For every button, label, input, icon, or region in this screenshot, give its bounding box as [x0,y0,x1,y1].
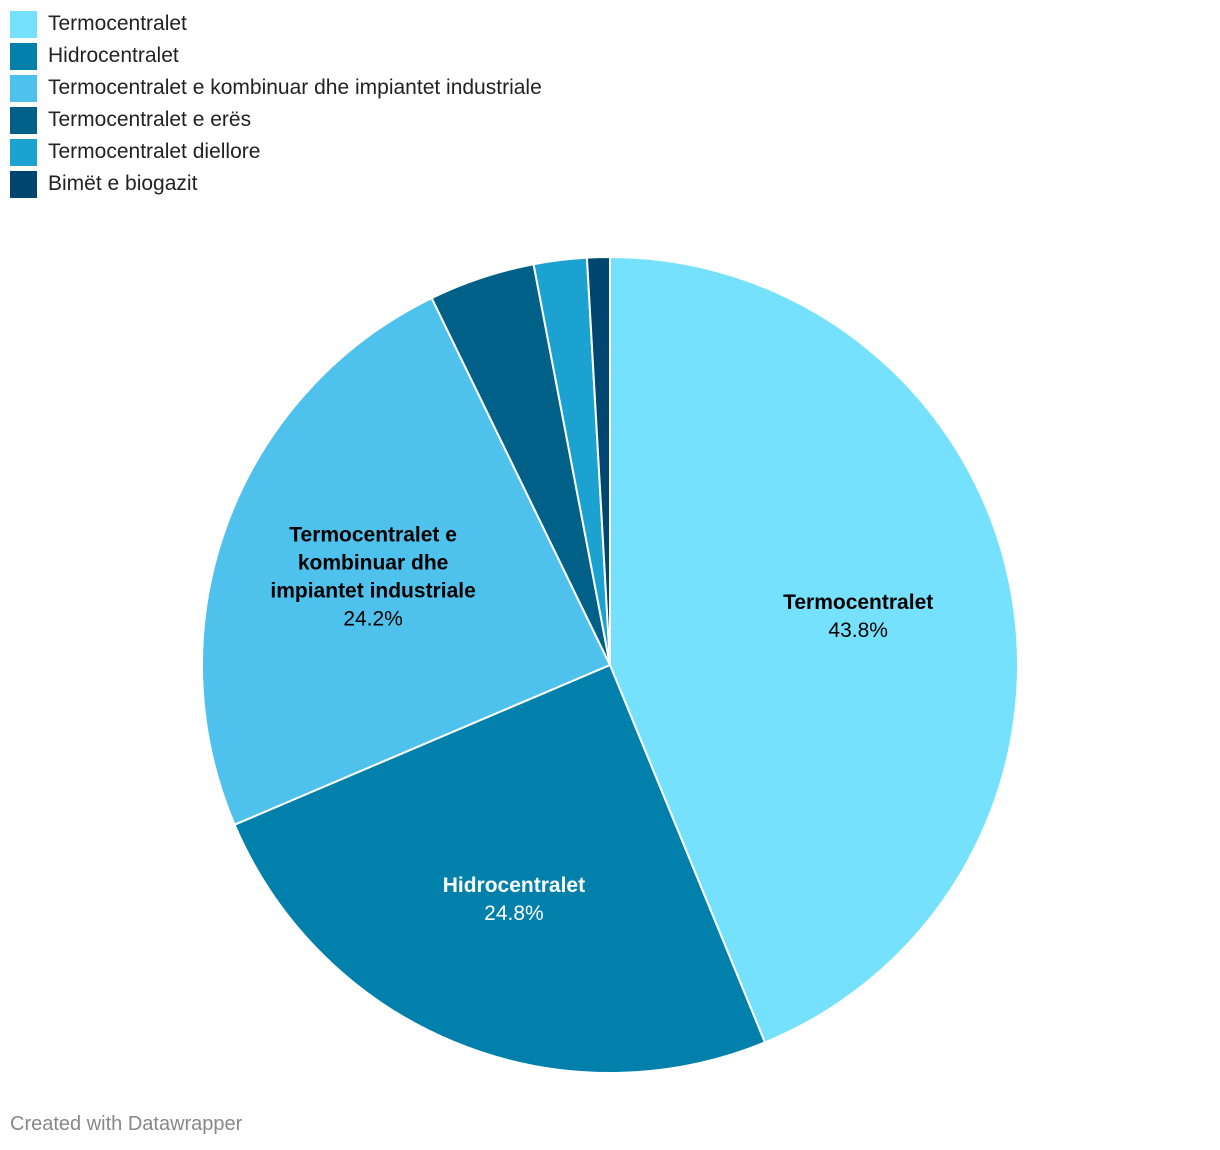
legend-label: Termocentralet diellore [48,140,261,163]
legend-label: Termocentralet e kombinuar dhe impiantet… [48,76,542,99]
legend-swatch [10,10,37,38]
legend-item: Hidrocentralet [10,40,542,72]
legend-item: Termocentralet e kombinuar dhe impiantet… [10,72,542,104]
legend-swatch [10,74,37,102]
pie-chart: Termocentralet 43.8% Hidrocentralet 24.8% Te… [201,255,1019,1074]
slice-label: impiantet industriale [270,579,475,602]
credit-text: Created with Datawrapper [10,1113,243,1135]
slice-value-label: 24.8% [484,902,544,925]
legend-item: Termocentralet diellore [10,136,542,168]
slice-label: kombinuar dhe [298,551,449,574]
slice-label: Termocentralet e [289,523,457,546]
slice-value-label: 24.2% [343,607,403,630]
legend-item: Termocentralet e erës [10,104,542,136]
slice-value-label: 43.8% [828,619,888,642]
pie-slice [585,255,611,666]
slice-label: Hidrocentralet [443,874,585,897]
legend-label: Termocentralet e erës [48,108,252,131]
legend-label: Termocentralet [48,12,187,35]
legend-label: Bimët e biogazit [48,172,198,195]
legend-swatch [10,170,37,198]
chart-legend: Termocentralet Hidrocentralet Termocentral… [10,8,542,200]
legend-item: Bimët e biogazit [10,168,542,200]
legend-swatch [10,106,37,134]
pie-slice [609,255,1019,1044]
pie-slice [201,296,612,826]
legend-swatch [10,138,37,166]
pie-slice [233,663,767,1074]
legend-item: Termocentralet [10,8,542,40]
legend-swatch [10,42,37,70]
slice-label: Termocentralet [783,591,933,614]
legend-label: Hidrocentralet [48,44,179,67]
